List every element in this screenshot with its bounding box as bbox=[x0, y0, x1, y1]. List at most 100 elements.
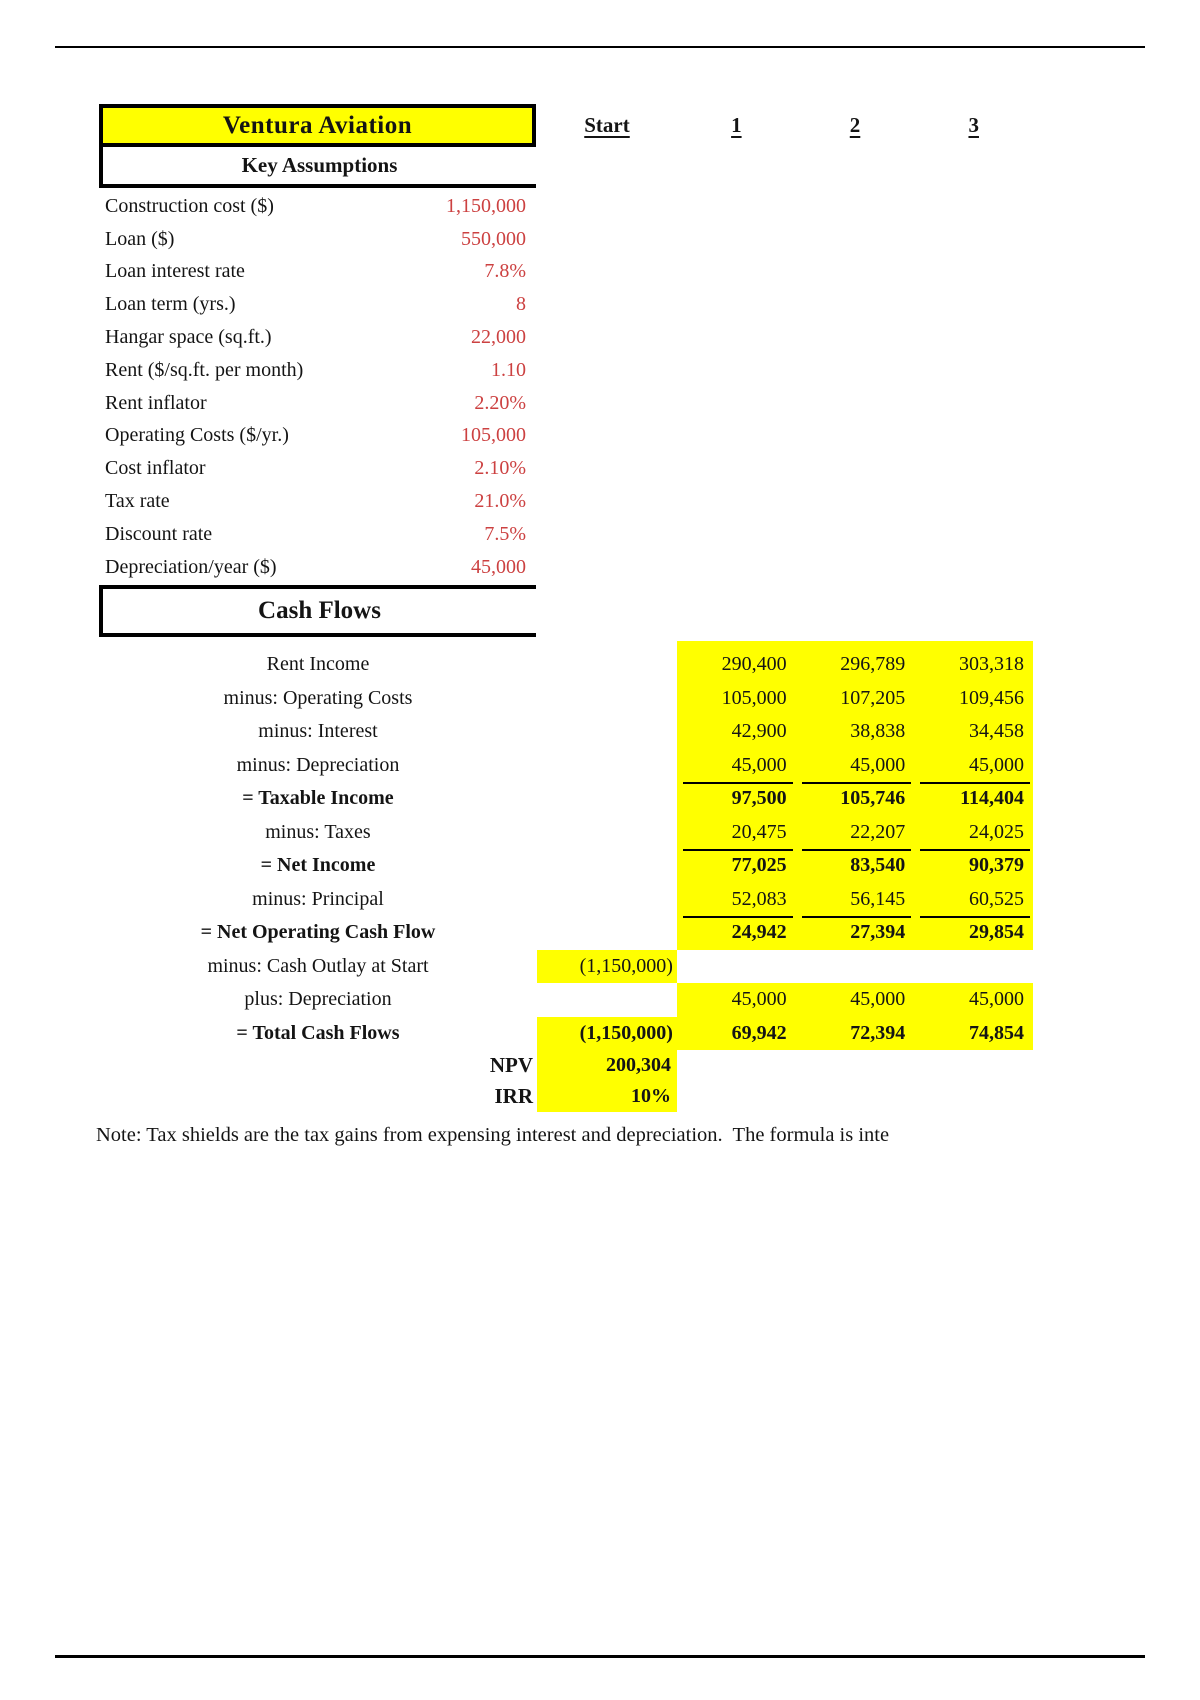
cashflow-year-3-cell: 60,525 bbox=[914, 883, 1033, 918]
assumption-value: 105,000 bbox=[461, 424, 526, 447]
cashflow-start-cell: (1,150,000) bbox=[536, 949, 677, 983]
column-header-year-2: 2 bbox=[849, 112, 861, 137]
column-header-year-1: 1 bbox=[731, 112, 742, 137]
cashflow-row-label: = Net Income bbox=[260, 854, 376, 877]
cashflow-year-1-value: 69,942 bbox=[731, 1021, 787, 1044]
assumption-row: Tax rate 21.0% bbox=[99, 485, 536, 518]
cashflow-year-1-cell: 52,083 bbox=[677, 883, 796, 918]
cashflow-year-1-cell: 42,900 bbox=[677, 715, 796, 749]
cashflow-row-label: minus: Taxes bbox=[265, 820, 371, 843]
cashflow-start-value bbox=[543, 916, 673, 950]
summary-row: IRR 10% bbox=[99, 1081, 677, 1112]
assumption-row: Loan ($) 550,000 bbox=[99, 223, 536, 256]
assumption-label: Rent inflator bbox=[105, 391, 207, 414]
cashflow-start-value bbox=[543, 682, 673, 716]
cashflow-year-3-cell: 45,000 bbox=[914, 983, 1033, 1017]
summary-label: IRR bbox=[494, 1084, 533, 1108]
header-rule bbox=[55, 46, 1145, 48]
cashflow-row-label: minus: Principal bbox=[252, 887, 384, 910]
assumption-value: 22,000 bbox=[471, 326, 526, 349]
cashflow-row-label: minus: Interest bbox=[258, 720, 378, 743]
cashflow-year-2-value: 38,838 bbox=[850, 720, 906, 743]
cashflow-year-1-value: 52,083 bbox=[682, 883, 793, 918]
cashflow-start-value bbox=[543, 715, 673, 749]
cashflow-year-2-cell: 105,746 bbox=[796, 782, 915, 816]
cashflow-year-1-cell: 97,500 bbox=[677, 782, 796, 816]
assumption-label: Cost inflator bbox=[105, 457, 206, 480]
footer-rule bbox=[55, 1655, 1145, 1658]
cashflow-year-2-cell: 22,207 bbox=[796, 816, 915, 851]
assumption-row: Loan interest rate 7.8% bbox=[99, 256, 536, 289]
cashflow-start-value bbox=[543, 648, 673, 682]
assumption-label: Operating Costs ($/yr.) bbox=[105, 424, 289, 447]
cashflow-year-2-cell: 45,000 bbox=[796, 749, 915, 784]
cashflow-row: = Net Operating Cash Flow 24,942 27,394 29,… bbox=[99, 916, 1033, 950]
assumption-row: Discount rate 7.5% bbox=[99, 518, 536, 551]
assumptions-table: Construction cost ($) 1,150,000 Loan ($) 55… bbox=[99, 190, 536, 584]
cashflow-year-1-cell: 45,000 bbox=[677, 749, 796, 784]
cashflow-start-value bbox=[543, 849, 673, 883]
company-title: Ventura Aviation bbox=[99, 104, 536, 147]
cashflow-year-2-cell bbox=[796, 950, 915, 984]
assumption-label: Rent ($/sq.ft. per month) bbox=[105, 358, 304, 381]
cashflow-year-2-value: 45,000 bbox=[850, 988, 906, 1011]
cashflow-year-1-cell: 105,000 bbox=[677, 682, 796, 716]
cashflow-year-3-cell: 90,379 bbox=[914, 849, 1033, 883]
cashflow-year-3-cell: 303,318 bbox=[914, 648, 1033, 682]
assumption-row: Loan term (yrs.) 8 bbox=[99, 288, 536, 321]
cashflow-year-2-cell: 56,145 bbox=[796, 883, 915, 918]
cashflow-year-1-value: 45,000 bbox=[731, 988, 787, 1011]
cashflow-year-3-value: 60,525 bbox=[920, 883, 1030, 918]
cashflow-year-2-cell: 107,205 bbox=[796, 682, 915, 716]
cashflow-year-3-value: 90,379 bbox=[968, 854, 1024, 877]
cashflow-row: minus: Operating Costs 105,000 107,205 109,… bbox=[99, 682, 1033, 716]
cashflow-start-cell bbox=[537, 916, 677, 950]
cashflow-start-cell bbox=[537, 983, 677, 1017]
cashflow-row: = Net Income 77,025 83,540 90,379 bbox=[99, 849, 1033, 883]
cashflow-year-3-cell: 29,854 bbox=[914, 916, 1033, 950]
summary-table: NPV 200,304 IRR 10% bbox=[99, 1050, 677, 1112]
summary-value: 10% bbox=[537, 1081, 677, 1112]
cashflow-year-2-value: 72,394 bbox=[850, 1021, 906, 1044]
cashflow-row-label: minus: Depreciation bbox=[236, 753, 400, 776]
years-highlight-block bbox=[677, 641, 1033, 950]
cash-flows-table: Rent Income 290,400 296,789 303,318 minus: O… bbox=[99, 648, 1033, 1050]
cashflow-start-cell bbox=[537, 816, 677, 850]
cashflow-year-3-value: 114,404 bbox=[960, 787, 1024, 810]
cashflow-year-2-value: 83,540 bbox=[850, 854, 906, 877]
cashflow-year-1-value: 24,942 bbox=[731, 921, 787, 944]
assumption-value: 550,000 bbox=[461, 227, 526, 250]
cashflow-year-1-value: 20,475 bbox=[682, 816, 793, 851]
assumption-label: Loan ($) bbox=[105, 227, 175, 250]
assumption-label: Loan term (yrs.) bbox=[105, 293, 236, 316]
cashflow-row-label: minus: Operating Costs bbox=[223, 686, 413, 709]
assumption-row: Depreciation/year ($) 45,000 bbox=[99, 551, 536, 584]
cashflow-year-1-value: 105,000 bbox=[721, 686, 787, 709]
column-header-start: Start bbox=[584, 112, 630, 137]
cashflow-year-1-cell: 69,942 bbox=[676, 1016, 796, 1050]
cashflow-year-1-cell: 45,000 bbox=[676, 983, 796, 1017]
summary-value: 200,304 bbox=[537, 1050, 677, 1081]
cashflow-year-3-value: 34,458 bbox=[968, 720, 1024, 743]
cashflow-row: minus: Depreciation 45,000 45,000 45,000 bbox=[99, 749, 1033, 784]
assumption-label: Hangar space (sq.ft.) bbox=[105, 326, 272, 349]
cashflow-year-3-cell: 45,000 bbox=[914, 749, 1033, 784]
assumption-value: 2.20% bbox=[474, 391, 526, 414]
cashflow-year-2-value: 296,789 bbox=[840, 653, 906, 676]
assumption-label: Discount rate bbox=[105, 522, 213, 545]
assumption-label: Construction cost ($) bbox=[105, 194, 274, 217]
cashflow-year-3-value: 109,456 bbox=[958, 686, 1024, 709]
cashflow-row-label: = Total Cash Flows bbox=[236, 1021, 400, 1044]
cashflow-year-1-cell: 20,475 bbox=[677, 816, 796, 851]
cashflow-year-2-cell: 83,540 bbox=[796, 849, 915, 883]
assumption-row: Cost inflator 2.10% bbox=[99, 452, 536, 485]
assumption-value: 2.10% bbox=[474, 457, 526, 480]
cashflow-year-2-value: 45,000 bbox=[801, 749, 912, 784]
cashflow-start-value bbox=[543, 983, 673, 1017]
cashflow-year-3-value: 24,025 bbox=[920, 816, 1030, 851]
cashflow-year-3-cell: 114,404 bbox=[914, 782, 1033, 816]
footnote: Note: Tax shields are the tax gains from… bbox=[96, 1124, 890, 1146]
assumption-row: Rent inflator 2.20% bbox=[99, 387, 536, 420]
cashflow-row: = Taxable Income 97,500 105,746 114,404 bbox=[99, 782, 1033, 816]
cashflow-row: minus: Taxes 20,475 22,207 24,025 bbox=[99, 816, 1033, 851]
